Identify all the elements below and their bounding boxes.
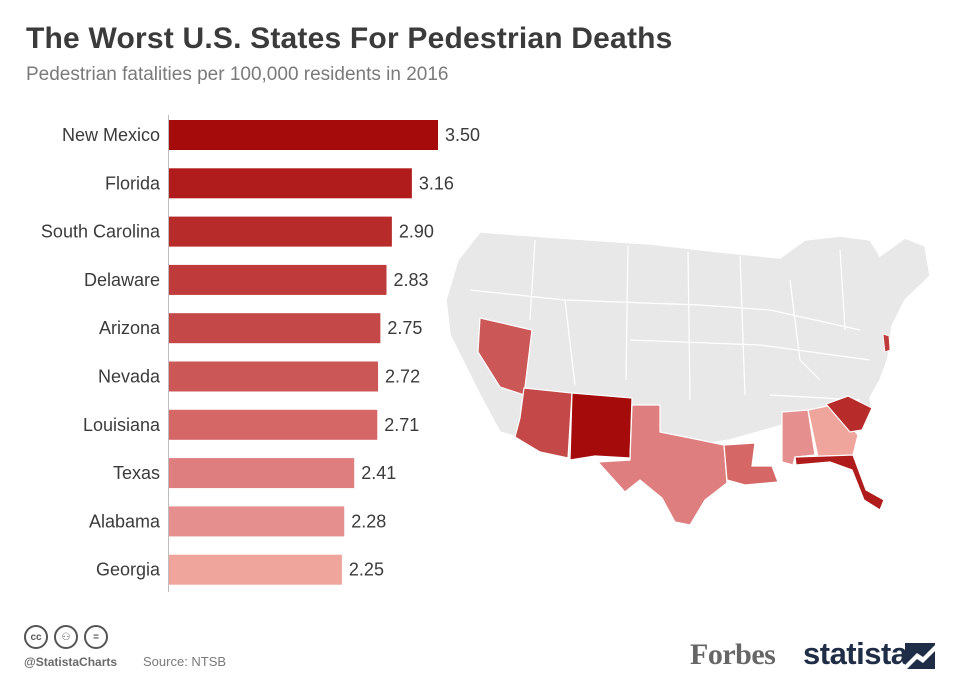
bar xyxy=(169,264,387,295)
state-louisiana xyxy=(723,442,779,486)
value-label: 3.50 xyxy=(445,125,480,145)
bar xyxy=(169,168,412,199)
value-label: 2.25 xyxy=(349,560,384,580)
value-label: 2.71 xyxy=(384,415,419,435)
bar xyxy=(169,361,379,392)
bar xyxy=(169,313,381,344)
statista-logo[interactable]: statista xyxy=(803,636,908,671)
value-label: 3.16 xyxy=(419,173,454,193)
bar xyxy=(169,216,392,247)
category-label: Texas xyxy=(113,463,160,483)
bar xyxy=(169,409,378,440)
bar xyxy=(169,506,345,537)
state-texas xyxy=(596,404,728,526)
cc-icon: cc xyxy=(24,625,48,649)
value-label: 2.28 xyxy=(351,511,386,531)
chart-title: The Worst U.S. States For Pedestrian Dea… xyxy=(26,22,673,55)
category-label: Delaware xyxy=(84,270,160,290)
category-label: Arizona xyxy=(99,318,161,338)
category-label: Florida xyxy=(105,173,161,193)
state-nevada xyxy=(477,317,533,396)
value-label: 2.83 xyxy=(394,270,429,290)
state-arizona xyxy=(514,387,573,459)
bar xyxy=(169,120,438,150)
category-label: New Mexico xyxy=(62,125,160,145)
category-label: Nevada xyxy=(98,367,161,387)
no-derivatives-icon: = xyxy=(84,625,108,649)
bar xyxy=(169,458,355,489)
value-label: 2.41 xyxy=(361,463,396,483)
us-map xyxy=(445,231,931,526)
source-note: Source: NTSB xyxy=(143,654,227,669)
value-label: 2.72 xyxy=(385,367,420,387)
value-label: 2.75 xyxy=(387,318,422,338)
state-south-carolina xyxy=(824,395,873,433)
category-label: Alabama xyxy=(89,511,161,531)
license-icons: cc ⚇ = xyxy=(24,625,108,649)
bar-chart: New Mexico 3.50 Florida 3.16 South Carolina 2… xyxy=(41,120,480,585)
state-delaware xyxy=(882,333,891,353)
statista-logo-icon xyxy=(905,643,935,669)
state-florida xyxy=(794,454,885,511)
category-label: Louisiana xyxy=(83,415,161,435)
twitter-handle[interactable]: @StatistaCharts xyxy=(24,655,118,669)
chart-subtitle: Pedestrian fatalities per 100,000 reside… xyxy=(26,64,449,85)
bar xyxy=(169,554,342,585)
us-map-borders xyxy=(469,239,871,401)
category-label: South Carolina xyxy=(41,222,161,242)
category-label: Georgia xyxy=(96,560,161,580)
value-label: 2.90 xyxy=(399,222,434,242)
state-new-mexico xyxy=(569,392,633,461)
attribution-icon: ⚇ xyxy=(54,625,78,649)
forbes-logo[interactable]: Forbes xyxy=(690,638,776,671)
